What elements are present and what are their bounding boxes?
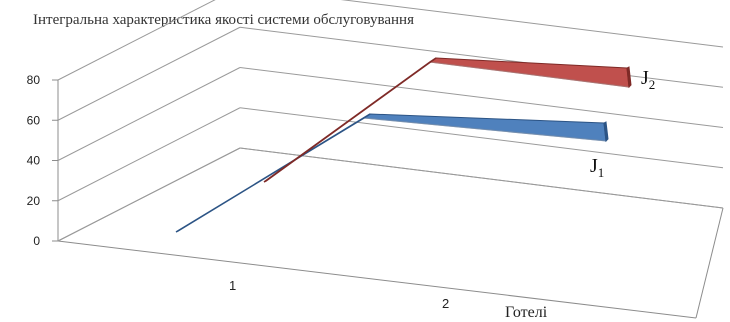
gridline-back-60: [239, 26, 724, 88]
series-2-top-surface: [428, 57, 630, 88]
series-2-ramp: [263, 57, 437, 183]
y-tick-label-20: 20: [27, 194, 41, 208]
series-2-edge-highlight: [429, 61, 630, 88]
gridline-back-0: [239, 147, 724, 209]
series-2-end-cap: [626, 66, 632, 89]
floor-front-edge: [57, 240, 697, 319]
gridline-side-0: [57, 147, 241, 242]
gridlines: [57, 0, 724, 242]
gridline-side-40: [57, 67, 241, 161]
gridline-back-20: [239, 107, 724, 169]
y-tick-label-80: 80: [27, 73, 41, 87]
y-tick-label-0: 0: [33, 234, 40, 248]
y-axis-ticks: 0 20 40 60 80: [27, 73, 58, 248]
series-1-ramp: [175, 113, 371, 233]
gridline-back-40: [239, 67, 724, 128]
y-tick-label-40: 40: [27, 154, 41, 168]
x-axis-title: Готелі: [505, 304, 548, 321]
series-1-edge-highlight: [363, 117, 607, 142]
category-label-1: 1: [229, 278, 236, 293]
gridline-back-80: [340, 0, 724, 48]
series-ribbon-1: [175, 113, 609, 233]
series-layer: [175, 57, 632, 233]
series-ribbon-2: [263, 57, 632, 183]
y-tick-label-60: 60: [27, 113, 41, 127]
right-wall-edge: [695, 207, 724, 319]
chart-title: Інтегральна характеристика якості систем…: [33, 12, 414, 28]
series-label-j1: J1: [590, 155, 604, 180]
gridline-side-60: [57, 26, 241, 121]
category-label-2: 2: [442, 296, 449, 311]
series-1-end-cap: [603, 121, 609, 143]
series-label-j2: J2: [641, 67, 655, 92]
gridline-side-80: [57, 0, 216, 81]
gridline-side-20: [57, 107, 241, 202]
